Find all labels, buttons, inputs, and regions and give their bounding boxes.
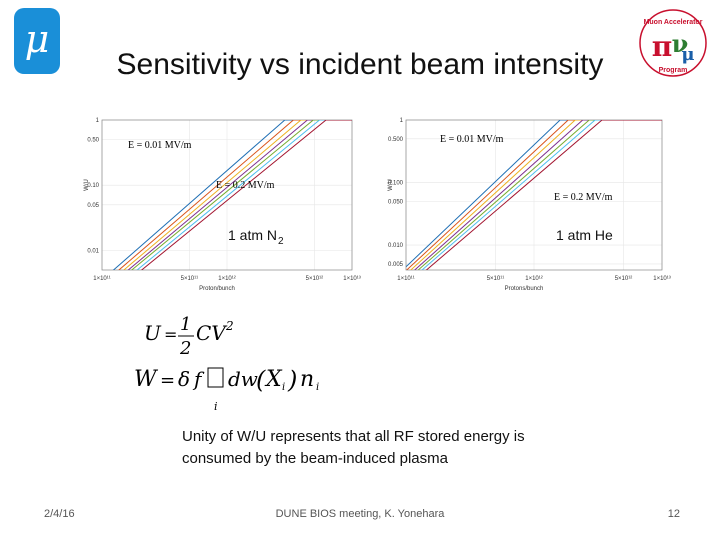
logo-pi-icon: π: [652, 30, 673, 63]
x-tick-label: 1×10¹³: [343, 276, 361, 282]
series-line: [123, 120, 352, 270]
logo-top-text: Muon Accelerator: [644, 19, 703, 26]
note-text: Unity of W/U represents that all RF stor…: [182, 426, 622, 470]
slide-title: Sensitivity vs incident beam intensity: [116, 48, 604, 81]
y-tick-label: 0.50: [87, 138, 99, 144]
series-line: [406, 120, 662, 268]
series-line: [127, 120, 352, 270]
y-tick-label: 0.10: [87, 183, 99, 189]
y-tick-label: 1: [96, 118, 100, 124]
eq-dw: dw: [228, 367, 258, 391]
footer-page-number: 12: [667, 508, 680, 520]
muon-accelerator-program-logo: Muon Accelerator π ν μ Program: [636, 6, 710, 80]
series-line: [406, 120, 662, 270]
y-tick-label: 1: [400, 118, 404, 124]
eq-w: W: [134, 367, 159, 392]
eq-x: X: [264, 367, 283, 392]
eq-equals-1: =: [164, 325, 177, 344]
eq-missing-glyph-icon: [207, 367, 224, 388]
eq-close-paren: ): [287, 366, 297, 394]
chart-n2: 1×10¹¹ 5×10¹¹ 1×10¹² 5×10¹² 1×10¹³ 0.01 0.05 0.…: [82, 112, 362, 294]
logo-nu-icon: ν: [672, 29, 689, 58]
x-tick-label: 5×10¹¹: [487, 276, 505, 282]
chart-he: 1×10¹¹ 5×10¹¹ 1×10¹² 5×10¹² 1×10¹³ 0.005 0.010…: [380, 112, 680, 294]
muon-logo: μ: [12, 6, 62, 76]
series-line: [136, 120, 352, 270]
curve-annotation: E = 0.01 MV/m: [128, 140, 192, 151]
eq-delta: δ: [178, 367, 190, 391]
gas-label: 1 atm N: [228, 227, 277, 243]
eq-sum-index: i: [214, 400, 218, 412]
x-tick-label: 1×10¹³: [653, 276, 671, 282]
x-axis-label: Proton/bunch: [199, 286, 235, 292]
eq-frac-num: 1: [180, 314, 191, 335]
eq-equals-2: =: [160, 370, 175, 391]
series-line: [425, 120, 662, 270]
muon-logo-symbol: μ: [25, 17, 50, 61]
y-axis-label: W/U: [84, 179, 90, 191]
equations: U = 1 2 CV 2 W = δ f dw ( X i ) n i i: [130, 312, 370, 412]
eq-cv: CV: [196, 321, 228, 345]
muon-logo-badge: [14, 8, 60, 74]
x-tick-label: 5×10¹²: [615, 276, 633, 282]
note-line-1: Unity of W/U represents that all RF stor…: [182, 428, 525, 445]
series-line: [118, 120, 352, 270]
curve-annotation: E = 0.01 MV/m: [440, 134, 504, 145]
series-line: [112, 120, 352, 270]
gas-label: 1 atm He: [556, 227, 613, 243]
logo-mu-icon: μ: [681, 44, 694, 65]
x-tick-label: 1×10¹¹: [397, 276, 415, 282]
x-tick-label: 1×10¹¹: [93, 276, 111, 282]
eq-f: f: [192, 367, 205, 391]
curve-annotation: E = 0.2 MV/m: [216, 180, 275, 191]
eq-frac-den: 2: [179, 338, 191, 359]
y-tick-label: 0.100: [388, 181, 404, 187]
gas-label-subscript: 2: [278, 236, 284, 247]
series-line: [130, 120, 352, 270]
eq-n: n: [300, 367, 314, 392]
plot-frame: [101, 119, 353, 271]
y-tick-label: 0.050: [388, 199, 404, 205]
y-tick-label: 0.500: [388, 137, 404, 143]
series-line: [140, 120, 352, 270]
chart-n2-svg: 1×10¹¹ 5×10¹¹ 1×10¹² 5×10¹² 1×10¹³ 0.01 0.05 0.…: [84, 118, 361, 292]
footer-date: 2/4/16: [44, 508, 75, 520]
chart-he-svg: 1×10¹¹ 5×10¹¹ 1×10¹² 5×10¹² 1×10¹³ 0.005 0.010…: [388, 118, 671, 292]
series-line: [413, 120, 662, 270]
series-line: [421, 120, 662, 270]
x-tick-label: 5×10¹²: [306, 276, 324, 282]
x-axis-label: Protons/bunch: [505, 286, 544, 292]
plot-frame: [405, 119, 663, 271]
x-tick-label: 5×10¹¹: [181, 276, 199, 282]
series-line: [410, 120, 662, 270]
footer-presenter: DUNE BIOS meeting, K. Yonehara: [275, 508, 445, 520]
y-axis-label: W/U: [388, 179, 394, 191]
logo-bottom-text: Program: [659, 67, 688, 74]
y-tick-label: 0.05: [87, 203, 99, 209]
curve-annotation: E = 0.2 MV/m: [554, 192, 613, 203]
eq-open-paren: (: [256, 366, 266, 394]
eq-sub-i: i: [282, 382, 285, 393]
y-tick-label: 0.01: [87, 248, 99, 254]
eq-sub-i2: i: [316, 382, 319, 393]
eq-sup: 2: [225, 319, 234, 333]
note-line-2: consumed by the beam-induced plasma: [182, 450, 448, 467]
logo-ring: [639, 9, 707, 77]
x-tick-label: 1×10¹²: [525, 276, 543, 282]
y-tick-label: 0.010: [388, 243, 404, 249]
eq-u: U: [144, 321, 162, 345]
y-tick-label: 0.005: [388, 262, 404, 268]
series-line: [417, 120, 662, 270]
x-tick-label: 1×10¹²: [218, 276, 236, 282]
